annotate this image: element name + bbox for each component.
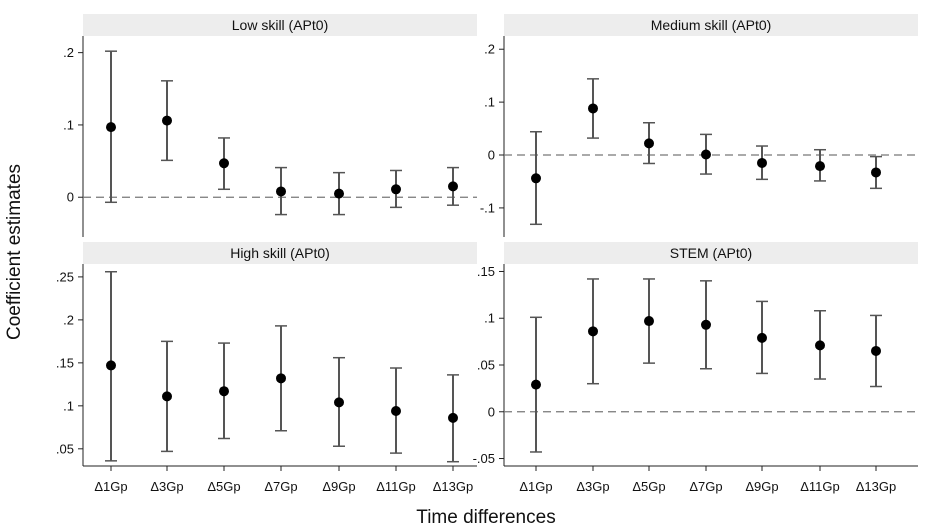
point-estimate [106,360,116,371]
x-tick-label: Δ1Gp [94,479,127,494]
x-tick-label: Δ5Gp [632,479,665,494]
panel-4: STEM (APt0) -.05 0 .05 .1 .15 Δ1Gp Δ3Gp Δ5Gp Δ7Gp… [473,242,918,494]
point-estimate [588,326,598,337]
y-tick-label: 0 [488,404,495,419]
panel-header [83,14,477,36]
y-tick-label: .05 [56,441,74,456]
x-tick-label: Δ13Gp [433,479,474,494]
point-estimate [448,181,458,192]
y-tick-label: .1 [63,398,74,413]
point-estimate [588,103,598,114]
point-estimate [757,332,767,343]
y-tick-label: -.05 [473,451,495,466]
x-tick-label: Δ5Gp [207,479,240,494]
panel-1: Low skill (APt0) 0 .1 .2 [63,14,477,237]
point-estimate [531,173,541,184]
point-estimate [162,391,172,402]
x-tick-label: Δ9Gp [322,479,355,494]
point-estimate [276,186,286,197]
x-tick-label: Δ11Gp [376,479,416,494]
x-tick-label: Δ7Gp [689,479,722,494]
point-estimate [219,158,229,169]
point-estimate [334,397,344,408]
panel-header [504,14,918,36]
y-tick-label: 0 [488,148,495,163]
y-tick-label: .2 [63,45,74,60]
point-estimate [644,316,654,327]
x-tick-label: Δ11Gp [800,479,840,494]
y-tick-label: -.1 [480,200,495,215]
y-tick-label: .2 [484,42,495,57]
point-estimate [757,157,767,168]
point-estimate [106,122,116,133]
point-estimate [391,184,401,195]
panel-2: Medium skill (APt0) -.1 0 .1 .2 [480,14,918,237]
point-estimate [162,115,172,126]
y-tick-label: .1 [484,95,495,110]
point-estimate [276,373,286,384]
y-tick-label: .15 [477,264,495,279]
x-tick-label: Δ9Gp [745,479,778,494]
point-estimate [644,138,654,149]
x-tick-label: Δ7Gp [264,479,297,494]
point-estimate [871,345,881,356]
panel-title: High skill (APt0) [230,245,330,261]
point-estimate [701,149,711,160]
y-axis-title: Coefficient estimates [4,164,25,340]
point-estimate [334,188,344,199]
panel-header [83,242,477,264]
point-estimate [391,405,401,416]
y-tick-label: 0 [67,190,74,205]
y-tick-label: .1 [63,117,74,132]
panel-title: STEM (APt0) [670,245,752,261]
point-estimate [815,340,825,351]
y-tick-label: .15 [56,355,74,370]
x-tick-label: Δ3Gp [576,479,609,494]
panel-3: High skill (APt0) .05 .1 .15 .2 .25 Δ1Gp Δ3Gp Δ5… [56,242,477,494]
y-tick-label: .2 [63,312,74,327]
point-estimate [448,412,458,423]
y-tick-label: .1 [484,311,495,326]
point-estimate [531,379,541,390]
x-tick-label: Δ1Gp [519,479,552,494]
point-estimate [701,319,711,330]
panel-title: Low skill (APt0) [232,17,328,33]
x-axis-title: Time differences [416,507,555,528]
x-tick-label: Δ13Gp [856,479,897,494]
x-tick-label: Δ3Gp [150,479,183,494]
point-estimate [871,167,881,178]
point-estimate [815,161,825,172]
point-estimate [219,386,229,397]
panel-header [504,242,918,264]
y-tick-label: .25 [56,269,74,284]
panel-title: Medium skill (APt0) [651,17,772,33]
y-tick-label: .05 [477,358,495,373]
